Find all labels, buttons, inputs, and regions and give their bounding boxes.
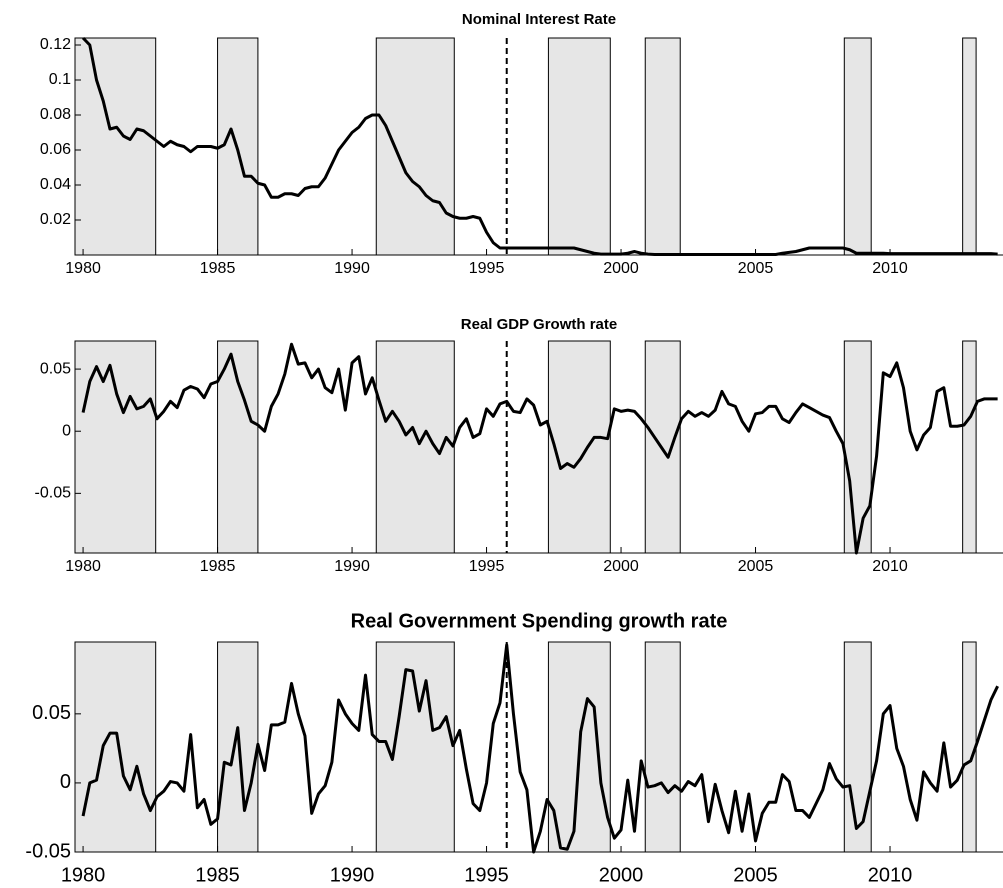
x-tick-label: 2000 (603, 260, 639, 277)
recession-band (843, 37, 872, 256)
x-tick-label: 2010 (872, 558, 908, 575)
x-tick-label: 1980 (61, 864, 106, 886)
title: Real GDP Growth rate (461, 316, 617, 333)
x-tick-label: 2005 (738, 260, 774, 277)
y-tick-label: 0 (62, 422, 71, 439)
x-tick-label: 1990 (330, 864, 375, 886)
x-tick-label: 2005 (733, 864, 778, 886)
recession-band (74, 37, 157, 256)
recession-band (843, 340, 872, 554)
x-tick-label: 2000 (603, 558, 639, 575)
recession-band (217, 641, 259, 853)
recession-band (962, 340, 977, 554)
y-tick-label: -0.05 (35, 485, 72, 502)
y-tick-label: 0.05 (32, 702, 71, 724)
title: Real Government Spending growth rate (351, 610, 728, 632)
x-tick-label: 1995 (469, 558, 505, 575)
x-tick-label: 1985 (200, 260, 236, 277)
recession-band (644, 641, 681, 853)
x-tick-label: 1980 (65, 558, 101, 575)
y-tick-label: 0.05 (40, 360, 71, 377)
data-line (81, 36, 998, 256)
y-tick-label: 0.02 (40, 211, 71, 228)
recession-band (644, 37, 681, 256)
x-tick-label: 2005 (738, 558, 774, 575)
recession-band (375, 37, 455, 256)
y-tick-label: 0.08 (40, 106, 71, 123)
title: Nominal Interest Rate (462, 11, 616, 28)
recession-band (843, 641, 872, 853)
data-line (81, 643, 999, 854)
x-tick-label: 1990 (334, 558, 370, 575)
panel: Real Government Spending growth rate -0.0… (25, 610, 1003, 886)
x-tick-label: 1985 (195, 864, 240, 886)
recession-band (74, 641, 157, 853)
x-tick-label: 2010 (872, 260, 908, 277)
panel: Real GDP Growth rate -0.05 0 0.05 1980 1985 19… (35, 316, 1003, 575)
y-tick-label: 0.06 (40, 141, 71, 158)
data-line (81, 342, 998, 555)
y-tick-label: 0.04 (40, 176, 71, 193)
x-tick-label: 1995 (469, 260, 505, 277)
x-tick-label: 2000 (599, 864, 644, 886)
recession-band (547, 340, 611, 554)
y-tick-label: 0.1 (49, 71, 71, 88)
x-tick-label: 2010 (868, 864, 913, 886)
recession-band (962, 37, 977, 256)
x-tick-label: 1980 (65, 260, 101, 277)
y-tick-label: -0.05 (25, 840, 71, 862)
y-tick-label: 0.12 (40, 36, 71, 53)
x-tick-label: 1990 (334, 260, 370, 277)
recession-band (74, 340, 157, 554)
panel: Nominal Interest Rate 0.02 0.04 0.06 0.08 0.1… (40, 11, 1003, 277)
y-tick-label: 0 (60, 771, 71, 793)
x-tick-label: 1995 (464, 864, 509, 886)
recession-band (547, 37, 611, 256)
x-tick-label: 1985 (200, 558, 236, 575)
